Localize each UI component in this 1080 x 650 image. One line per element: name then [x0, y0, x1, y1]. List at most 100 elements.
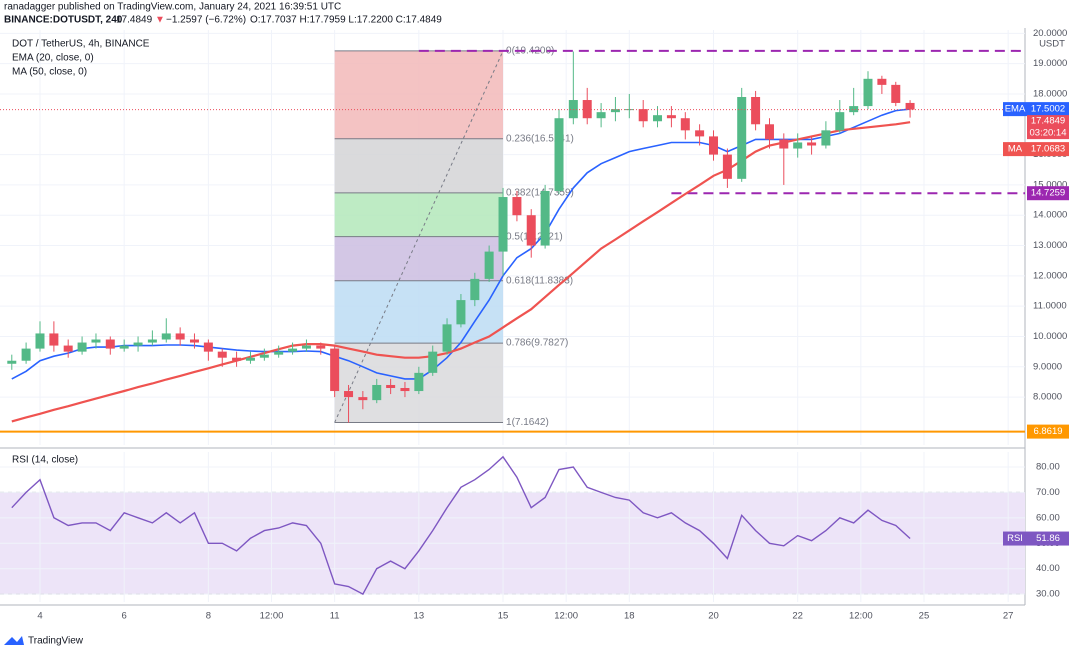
candle-body	[175, 333, 185, 340]
candle-body	[147, 339, 157, 343]
candle-body	[666, 115, 676, 119]
candle-body	[119, 345, 129, 349]
candle-body	[77, 342, 87, 352]
candle-body	[316, 345, 326, 349]
candle-body	[779, 139, 789, 149]
y-tick-label: 15.0000	[1033, 179, 1067, 190]
price-badge	[1003, 531, 1069, 546]
candle-body	[863, 78, 873, 107]
candle-body	[428, 351, 438, 373]
x-tick-label: 11	[330, 611, 340, 622]
candle-body	[217, 351, 227, 358]
x-tick-label: 6	[122, 611, 127, 622]
price-badge-label: 6.8619	[1033, 426, 1062, 437]
fib-label: 0.382(14.7359)	[506, 188, 574, 199]
candle-body	[610, 109, 620, 113]
logo-icon	[4, 636, 24, 645]
fib-label: 0.786(9.7827)	[506, 338, 568, 349]
fib-zone	[334, 50, 504, 139]
y-tick-label: 30.00	[1036, 589, 1060, 600]
candle-body	[554, 118, 564, 191]
candle-body	[807, 142, 817, 146]
fib-zone	[334, 192, 504, 237]
y-tick-label: 12.0000	[1033, 270, 1067, 281]
y-tick-label: 18.0000	[1033, 88, 1067, 99]
rsi-line	[11, 455, 911, 596]
y-tick-label: 11.0000	[1033, 301, 1067, 312]
candle-body	[161, 333, 171, 340]
candle-body	[849, 106, 859, 113]
candle-body	[400, 388, 410, 392]
candle-body	[7, 360, 17, 364]
fib-label: 0(19.4200)	[506, 46, 554, 57]
y-tick-label: 8.0000	[1033, 392, 1062, 403]
x-tick-label: 12:00	[849, 611, 873, 622]
x-tick-label: 12:00	[554, 611, 578, 622]
candle-body	[133, 342, 143, 346]
candle-body	[751, 96, 761, 125]
x-tick-label: 8	[206, 611, 211, 622]
candle-body	[821, 130, 831, 146]
last-price: 17.4849	[116, 15, 153, 26]
x-tick-label: 13	[414, 611, 425, 622]
y-tick-label: 9.0000	[1033, 361, 1062, 372]
price-badge-name: EMA	[1005, 104, 1026, 115]
price-badge-name: RSI	[1007, 533, 1023, 544]
fib-label: 0.236(16.5241)	[506, 133, 574, 144]
candle-body	[596, 112, 606, 119]
fib-label: 1(7.1642)	[506, 417, 549, 428]
candle-body	[526, 215, 536, 246]
candle-body	[330, 348, 340, 392]
fib-trend-line	[334, 50, 504, 423]
candle-body	[653, 115, 663, 122]
ohlc: O:17.7037 H:17.7959 L:17.2200 C:17.4849	[250, 15, 442, 26]
y-tick-label: 14.0000	[1033, 210, 1067, 221]
countdown: 03:20:14	[1030, 128, 1067, 139]
change-arrow: ▼	[155, 15, 165, 26]
x-tick-label: 4	[37, 611, 42, 622]
x-tick-label: 15	[498, 611, 509, 622]
footer-logo	[4, 636, 24, 645]
y-tick-label: 13.0000	[1033, 240, 1067, 251]
y-tick-label: 70.00	[1036, 487, 1060, 498]
candle-body	[793, 142, 803, 149]
y-tick-label: 40.00	[1036, 563, 1060, 574]
candle-body	[232, 357, 242, 361]
price-badge	[1027, 424, 1069, 439]
candle-body	[680, 118, 690, 131]
candle-body	[245, 357, 255, 361]
indicator-line	[11, 108, 911, 380]
candle-body	[21, 348, 31, 361]
price-badge-value: 17.0683	[1031, 144, 1065, 155]
candle-body	[498, 197, 508, 252]
candle-body	[764, 124, 774, 140]
pane-title: RSI (14, close)	[12, 455, 78, 466]
candle-body	[709, 136, 719, 155]
y-tick-label: 10.0000	[1033, 331, 1067, 342]
price-badge	[1003, 102, 1069, 117]
price-badge-name: MA	[1008, 144, 1023, 155]
candle-body	[624, 109, 634, 111]
candle-body	[288, 348, 298, 352]
y-tick-label: 80.00	[1036, 462, 1060, 473]
candle-body	[344, 391, 354, 398]
brand: TradingView	[28, 636, 84, 647]
change: −1.2597 (−6.72%)	[166, 15, 246, 26]
fib-label: 0.618(11.8383)	[506, 275, 573, 286]
candle-body	[512, 197, 522, 216]
candle-body	[470, 278, 480, 301]
candle-body	[540, 190, 550, 246]
price-badge-label: 14.7259	[1031, 188, 1065, 199]
candle-body	[372, 384, 382, 401]
symbol: BINANCE:DOTUSDT, 240	[4, 15, 123, 26]
indicator-line	[11, 121, 911, 423]
price-badge	[1003, 142, 1069, 157]
candle-body	[442, 324, 452, 352]
y-tick-label: 20.0000	[1033, 28, 1067, 39]
candle-body	[877, 78, 887, 85]
candle-body	[189, 339, 199, 343]
legend-entry: MA (50, close, 0)	[12, 67, 87, 78]
candle-body	[203, 342, 213, 352]
candle-body	[63, 345, 73, 352]
